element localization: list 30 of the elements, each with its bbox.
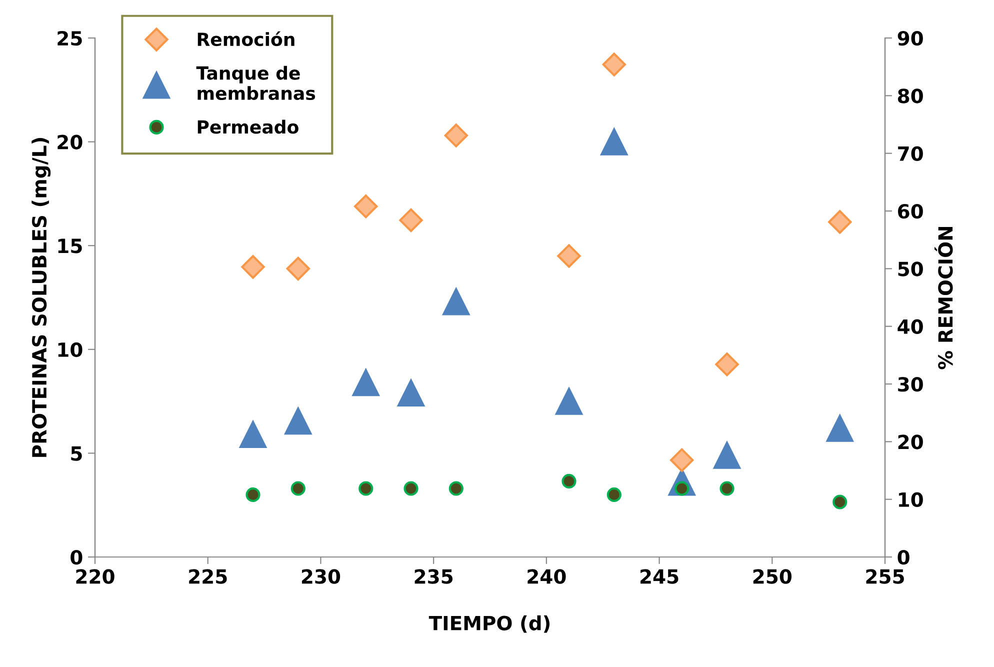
y-axis-title: PROTEINAS SOLUBLES (mg/L) <box>32 138 51 457</box>
x-axis-title: TIEMPO (d) <box>428 615 550 633</box>
x-tick-label: 220 <box>76 569 114 584</box>
y2-tick-label: 40 <box>898 319 923 334</box>
y2-tick-label: 70 <box>898 146 923 161</box>
y-tick-label: 25 <box>58 30 82 46</box>
legend-label: Permeado <box>198 120 298 134</box>
y2-tick-label: 20 <box>898 434 923 450</box>
x-tick-label: 255 <box>866 569 904 584</box>
y2-tick-label: 80 <box>898 88 923 104</box>
x-tick-label: 250 <box>753 569 792 584</box>
y-tick-label: 5 <box>71 446 82 461</box>
y2-tick-label: 30 <box>898 376 923 392</box>
x-tick-label: 240 <box>528 569 566 584</box>
legend-label: Remoción <box>198 31 294 46</box>
y-tick-label: 15 <box>58 238 82 254</box>
y2-tick-label: 60 <box>898 204 923 219</box>
x-tick-label: 235 <box>414 569 453 584</box>
y2-tick-label: 90 <box>898 30 923 46</box>
y-tick-label: 0 <box>70 550 82 565</box>
y-tick-label: 10 <box>58 342 82 358</box>
legend-label: Tanque de membranas <box>196 66 316 100</box>
x-tick-label: 230 <box>302 569 340 584</box>
y2-tick-label: 50 <box>898 262 923 276</box>
y2-axis-title: % REMOCIÓN <box>934 226 953 370</box>
y2-tick-label: 10 <box>899 492 923 507</box>
x-tick-label: 225 <box>189 569 227 584</box>
y-tick-label: 20 <box>58 134 82 150</box>
y2-tick-label: 0 <box>898 550 910 565</box>
x-tick-label: 245 <box>640 569 678 584</box>
